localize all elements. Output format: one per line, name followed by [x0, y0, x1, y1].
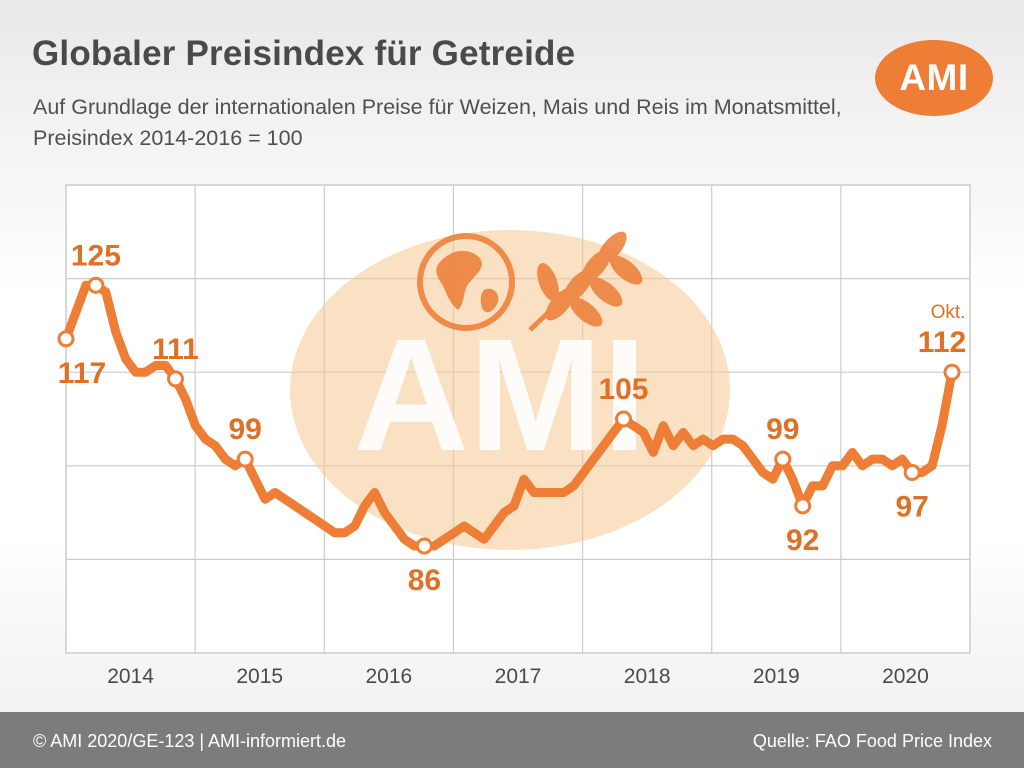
footer-bar: © AMI 2020/GE-123 | AMI-informiert.de Qu…	[0, 712, 1024, 768]
data-label: 117	[58, 357, 106, 390]
data-labels: 117 125 111 99 86 105 99 92 97 112 Okt.	[58, 239, 966, 597]
logo-text: AMI	[899, 57, 969, 98]
x-tick-label: 2015	[236, 665, 283, 688]
data-label-extra: Okt.	[931, 302, 966, 323]
data-label: 99	[229, 413, 262, 446]
x-tick-label: 2018	[624, 665, 671, 688]
data-marker	[57, 330, 75, 348]
ami-logo: AMI	[875, 40, 993, 116]
chart-subtitle: Auf Grundlage der internationalen Preise…	[33, 95, 842, 150]
x-tick-label: 2020	[882, 665, 929, 688]
globe-icon	[417, 233, 515, 331]
data-label: 86	[408, 564, 441, 597]
data-label: 111	[152, 333, 199, 366]
source-text: Quelle: FAO Food Price Index	[752, 731, 992, 751]
x-tick-label: 2017	[495, 665, 542, 688]
x-tick-label: 2019	[753, 665, 800, 688]
data-label: 105	[598, 373, 648, 406]
data-marker	[903, 463, 921, 481]
data-marker	[236, 450, 254, 468]
data-label: 112	[918, 326, 966, 359]
copyright-text: © AMI 2020/GE-123 | AMI-informiert.de	[33, 731, 347, 751]
data-marker	[415, 537, 433, 555]
data-marker	[794, 497, 812, 515]
data-label: 97	[895, 490, 928, 523]
x-tick-label: 2014	[107, 665, 154, 688]
x-axis-ticks: 2014 2015 2016 2017 2018 2019 2020	[107, 665, 929, 688]
chart-title: Globaler Preisindex für Getreide	[32, 34, 576, 73]
data-markers	[57, 276, 961, 555]
watermark-ellipse	[290, 230, 730, 550]
data-label: 99	[766, 413, 799, 446]
data-marker	[167, 370, 185, 388]
data-label: 125	[71, 239, 121, 272]
watermark: AMI	[290, 230, 730, 550]
wheat-ear-icon	[528, 231, 643, 332]
data-label: 92	[786, 524, 819, 557]
data-marker	[87, 276, 105, 294]
data-marker	[774, 450, 792, 468]
data-marker	[943, 363, 961, 381]
data-marker	[614, 410, 632, 428]
x-tick-label: 2016	[365, 665, 412, 688]
